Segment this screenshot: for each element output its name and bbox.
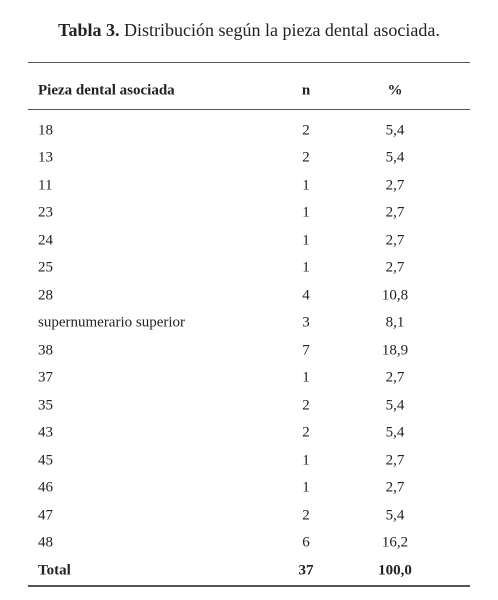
table-cell: 2,7: [385, 204, 405, 221]
table-cell: 8,1: [385, 314, 405, 331]
table-cell: 1: [302, 177, 310, 194]
table-cell: 23: [38, 204, 53, 221]
table-cell: 2,7: [385, 259, 405, 276]
table-cell: 2: [302, 397, 310, 414]
table-cell: 4: [302, 287, 310, 304]
table-cell: 46: [38, 479, 53, 496]
table-cell: 10,8: [381, 287, 409, 304]
table-cell: 6: [302, 534, 310, 551]
table-cell: 16,2: [381, 534, 409, 551]
table-cell: 24: [38, 232, 53, 249]
bottom-rule: [28, 585, 470, 587]
table-cell: 25: [38, 259, 53, 276]
table-cell: 43: [38, 424, 53, 441]
title-text: Distribución según la pieza dental asoci…: [123, 20, 440, 40]
table-cell: 2,7: [385, 369, 405, 386]
table-cell: 1: [302, 369, 310, 386]
table-cell: 48: [38, 534, 53, 551]
table-cell: 5,4: [385, 149, 405, 166]
table-title: Tabla 3. Distribución según la pieza den…: [0, 21, 498, 39]
table-cell: 37: [38, 369, 53, 386]
table-cell: 5,4: [385, 507, 405, 524]
table-cell: 1: [302, 232, 310, 249]
table-cell: 45: [38, 452, 53, 469]
table-cell: 2: [302, 149, 310, 166]
title-label: Tabla 3.: [58, 20, 120, 40]
table-cell: 28: [38, 287, 53, 304]
table-cell: 1: [302, 452, 310, 469]
table-cell: 47: [38, 507, 53, 524]
table-cell: 2,7: [385, 452, 405, 469]
header-cell: %: [387, 82, 403, 99]
table-cell: 3: [302, 314, 310, 331]
table-cell: 1: [302, 204, 310, 221]
table-cell: 11: [38, 177, 53, 194]
table-cell: 18,9: [381, 342, 409, 359]
table-cell: 1: [302, 479, 310, 496]
table-cell: 13: [38, 149, 53, 166]
total-cell: 37: [298, 562, 314, 579]
table-cell: 18: [38, 122, 53, 139]
table-cell: 5,4: [385, 397, 405, 414]
table-cell: 7: [302, 342, 310, 359]
table-cell: 2,7: [385, 479, 405, 496]
table-cell: 38: [38, 342, 53, 359]
table-cell: 2,7: [385, 232, 405, 249]
table-cell: 35: [38, 397, 53, 414]
top-rule: [28, 62, 470, 63]
table-cell: 2: [302, 507, 310, 524]
table-cell: 5,4: [385, 122, 405, 139]
table-cell: 5,4: [385, 424, 405, 441]
total-cell: Total: [38, 562, 71, 579]
total-cell: 100,0: [378, 562, 412, 579]
table-cell: 2: [302, 424, 310, 441]
table-cell: 2,7: [385, 177, 405, 194]
table-cell: 2: [302, 122, 310, 139]
header-cell: n: [301, 82, 311, 99]
header-rule: [28, 109, 470, 110]
table-cell: supernumerario superior: [38, 314, 186, 331]
header-cell: Pieza dental asociada: [38, 82, 175, 99]
table-cell: 1: [302, 259, 310, 276]
